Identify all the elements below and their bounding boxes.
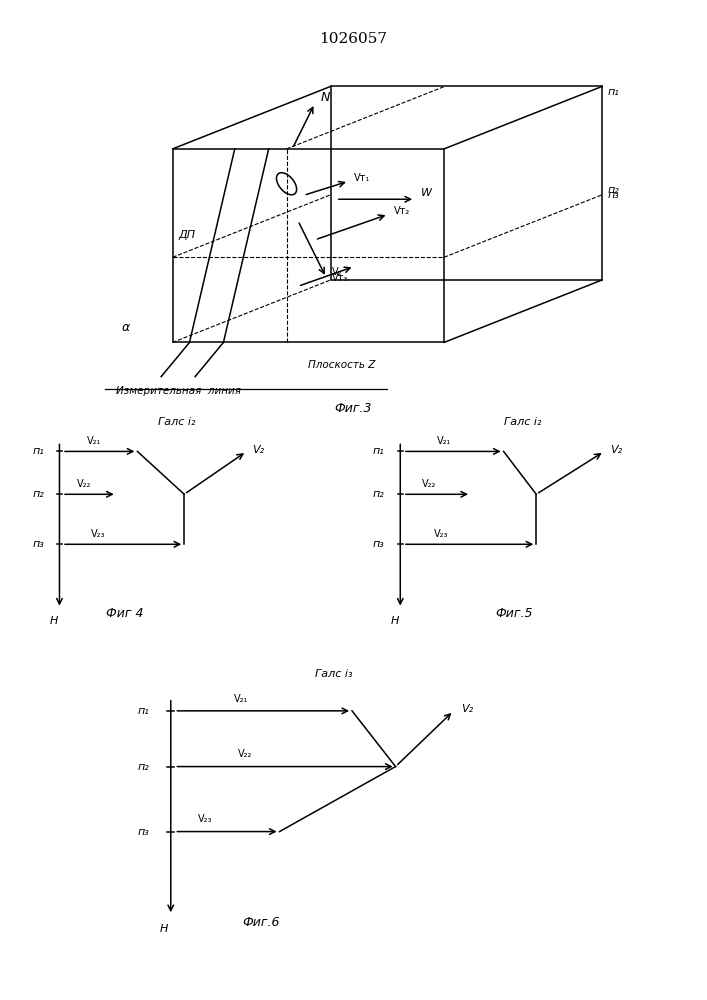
Text: V₂₁: V₂₁ [87, 436, 101, 446]
Text: Галс i₃: Галс i₃ [315, 669, 353, 679]
Text: V₂: V₂ [609, 445, 621, 455]
Text: α: α [122, 321, 130, 334]
Text: W: W [421, 188, 432, 198]
Text: п₃: п₃ [137, 827, 149, 837]
Text: V₂₃: V₂₃ [90, 529, 105, 539]
Text: п₂: п₂ [137, 762, 149, 772]
Text: п₂: п₂ [32, 489, 44, 499]
Text: п₁: п₁ [137, 706, 149, 716]
Text: Фиг.5: Фиг.5 [496, 607, 533, 620]
Text: Vт₃: Vт₃ [332, 273, 348, 283]
Text: п₃: п₃ [608, 190, 620, 200]
Text: V₂: V₂ [252, 445, 264, 455]
Text: V₂₁: V₂₁ [436, 436, 451, 446]
Text: ДП: ДП [178, 230, 195, 240]
Text: Фиг 4: Фиг 4 [105, 607, 144, 620]
Text: H: H [391, 616, 399, 626]
Text: V₂₃: V₂₃ [434, 529, 449, 539]
Text: H: H [50, 616, 59, 626]
Text: 1026057: 1026057 [320, 32, 387, 46]
Text: H: H [159, 924, 168, 934]
Text: V₂₂: V₂₂ [76, 479, 91, 489]
Text: Измерительная  линия: Измерительная линия [116, 386, 241, 396]
Text: п₁: п₁ [372, 446, 384, 456]
Text: Галс i₂: Галс i₂ [158, 417, 195, 427]
Text: п₁: п₁ [32, 446, 44, 456]
Text: п₂: п₂ [372, 489, 384, 499]
Text: V₂₁: V₂₁ [234, 694, 249, 704]
Text: N: N [320, 91, 330, 104]
Text: п₃: п₃ [32, 539, 44, 549]
Text: V₂₂: V₂₂ [421, 479, 436, 489]
Ellipse shape [276, 173, 297, 195]
Text: п₁: п₁ [608, 87, 620, 97]
Text: V₂₃: V₂₃ [198, 814, 213, 824]
Text: п₃: п₃ [372, 539, 384, 549]
Text: Vт₁: Vт₁ [354, 173, 370, 183]
Text: Vт₂: Vт₂ [394, 206, 410, 216]
Text: V₂: V₂ [332, 267, 342, 277]
Text: V₂₂: V₂₂ [238, 749, 252, 759]
Text: V₂: V₂ [461, 704, 473, 714]
Text: Фиг.6: Фиг.6 [243, 916, 280, 929]
Text: Фиг.3: Фиг.3 [334, 402, 373, 415]
Text: п₂: п₂ [608, 185, 620, 195]
Text: Плоскость Z: Плоскость Z [308, 360, 375, 370]
Text: Галс i₂: Галс i₂ [504, 417, 542, 427]
